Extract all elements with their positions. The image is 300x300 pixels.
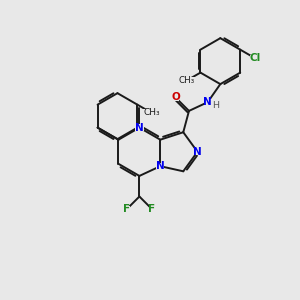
Bar: [148, 206, 155, 212]
Text: Cl: Cl: [250, 53, 261, 64]
Bar: [135, 124, 143, 131]
Text: N: N: [156, 161, 165, 171]
Text: N: N: [203, 97, 212, 107]
Bar: [172, 94, 179, 101]
Bar: [250, 55, 261, 62]
Bar: [143, 109, 160, 116]
Bar: [156, 163, 164, 169]
Text: N: N: [193, 147, 202, 157]
Bar: [204, 99, 212, 105]
Text: F: F: [123, 204, 130, 214]
Text: F: F: [148, 204, 155, 214]
Text: O: O: [171, 92, 180, 102]
Text: CH₃: CH₃: [143, 108, 160, 117]
Bar: [193, 148, 202, 155]
Text: CH₃: CH₃: [178, 76, 194, 85]
Text: N: N: [135, 123, 144, 133]
Text: H: H: [212, 101, 219, 110]
Bar: [124, 206, 130, 212]
Bar: [178, 77, 194, 84]
